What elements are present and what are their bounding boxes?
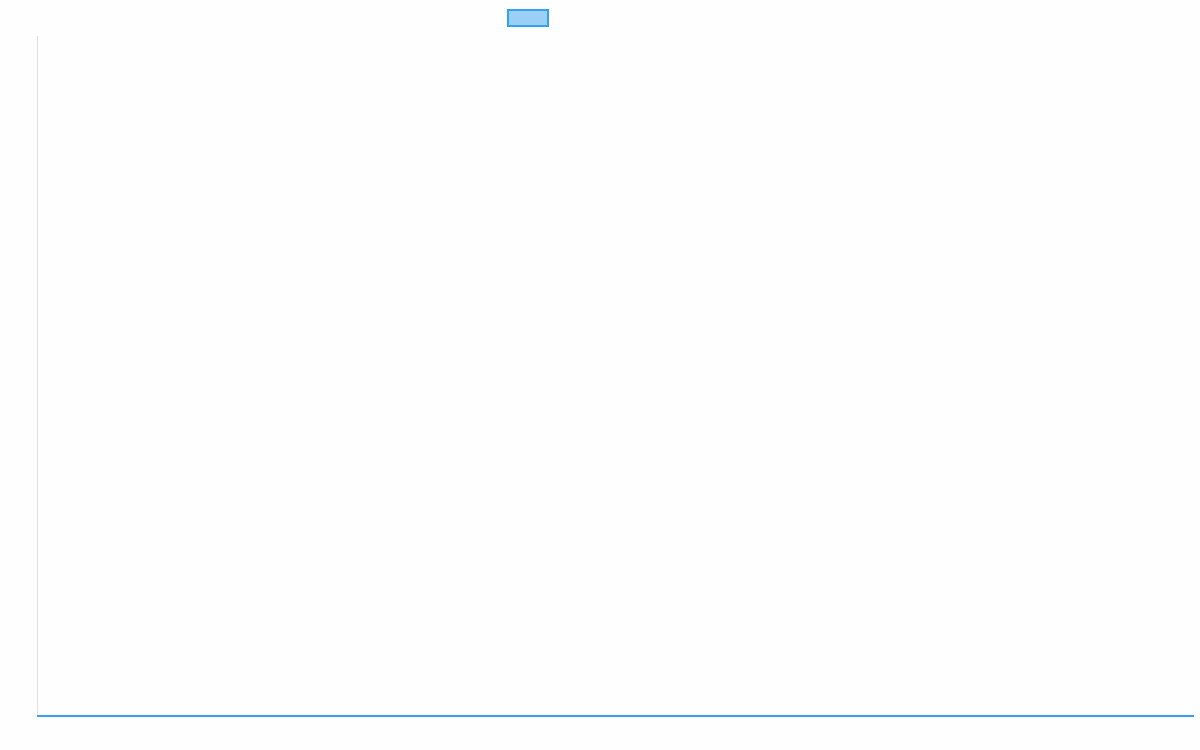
legend-swatch[interactable] [507, 9, 549, 27]
